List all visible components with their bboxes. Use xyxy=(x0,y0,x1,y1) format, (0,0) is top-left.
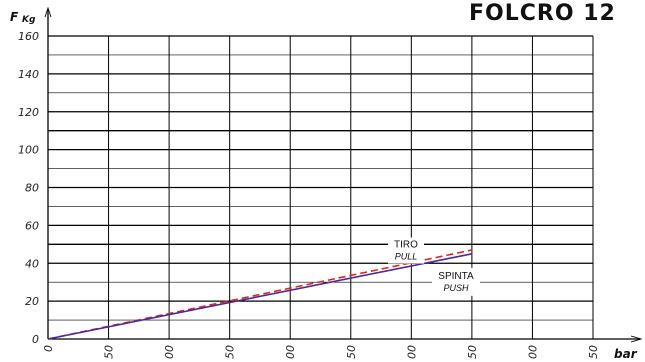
y-tick-label: 60 xyxy=(25,219,39,232)
label-spinta: SPINTA xyxy=(438,271,474,282)
y-axis-unit: Kg xyxy=(22,15,36,25)
x-tick-label: 50 xyxy=(224,345,237,359)
y-tick-label: 40 xyxy=(25,257,39,270)
y-tick-label: 0 xyxy=(32,333,39,346)
label-tiro: TIRO xyxy=(394,240,418,251)
y-tick-label: 120 xyxy=(18,106,39,119)
y-tick-label: 160 xyxy=(18,30,39,43)
y-axis-arrow xyxy=(44,6,52,18)
x-tick-label: 00 xyxy=(526,345,539,359)
series-line-spinta xyxy=(47,252,473,340)
y-tick-label: 100 xyxy=(18,144,39,157)
x-axis-arrow xyxy=(630,335,643,343)
label-box-tiro xyxy=(388,237,424,264)
x-tick-label: 00 xyxy=(284,345,297,359)
x-axis-label: bar xyxy=(614,347,638,361)
y-tick-label: 20 xyxy=(25,295,39,308)
axes xyxy=(44,6,643,343)
x-tick-label: 00 xyxy=(405,345,418,359)
x-tick-label: 50 xyxy=(466,345,479,359)
x-tick-label: 50 xyxy=(587,345,600,359)
series-layer xyxy=(47,249,473,340)
label-pull: PULL xyxy=(395,252,418,262)
x-tick-label: 00 xyxy=(163,345,176,359)
x-tick-label: 0 xyxy=(42,345,55,352)
y-tick-label: 80 xyxy=(25,182,39,195)
y-tick-label: 140 xyxy=(18,68,39,81)
chart-title: FOLCRO 12 xyxy=(469,1,616,26)
label-push: PUSH xyxy=(443,283,469,293)
grid-major xyxy=(48,35,594,339)
y-axis-label: F xyxy=(10,10,19,24)
label-box-spinta xyxy=(432,267,480,296)
x-tick-label: 50 xyxy=(345,345,358,359)
x-tick-label: 50 xyxy=(103,345,116,359)
tick-labels: 0 20 40 60 80 100 120 140 160 0 50 00 50 00 50 00 50 00 50 xyxy=(18,30,600,359)
